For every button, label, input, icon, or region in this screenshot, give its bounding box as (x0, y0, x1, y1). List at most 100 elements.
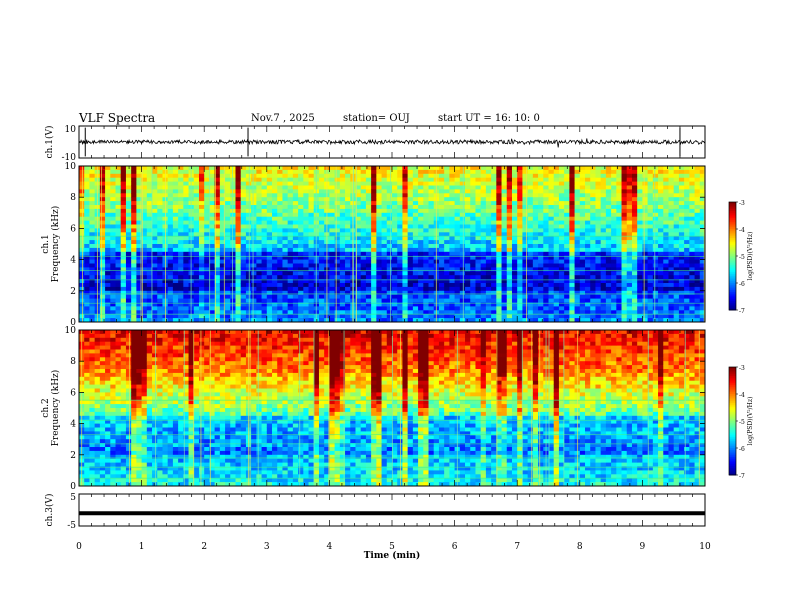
spectrogram-cell (694, 286, 701, 292)
spectrogram-cell (172, 294, 179, 299)
spectrogram-cell (381, 216, 388, 221)
spectrogram-cell (298, 193, 304, 198)
spectrogram-cell (251, 259, 257, 264)
spectrogram-cell (423, 318, 429, 323)
spectrogram-cell (84, 482, 90, 487)
spectrogram-cell (407, 173, 414, 179)
spectrogram-cell (371, 185, 377, 190)
spectrogram-cell (668, 228, 675, 233)
spectrogram-cell (198, 294, 205, 299)
spectrogram-cell (240, 271, 247, 276)
spectrogram-cell (506, 283, 513, 288)
spectrogram-cell (631, 318, 638, 323)
spectrogram-cell (235, 302, 242, 307)
spectrogram-cell (240, 314, 247, 319)
spectrogram-cell (178, 169, 184, 175)
spectrogram-cell (272, 220, 278, 225)
spectrogram-cell (152, 228, 158, 233)
spectrogram-cell (553, 255, 560, 260)
spectrogram-cell (412, 302, 419, 307)
spectrogram-cell (146, 275, 153, 280)
spectrogram-cell (105, 255, 111, 260)
spectrogram-cell (136, 193, 142, 198)
spectrogram-cell (652, 302, 659, 307)
spectrogram-cell (517, 306, 523, 311)
spectrogram-cell (355, 259, 362, 264)
spectrogram-cell (673, 302, 680, 307)
spectrogram-cell (89, 450, 96, 456)
spectrogram-cell (694, 306, 701, 311)
spectrogram-cell (339, 197, 346, 202)
spectrogram-cell (277, 177, 283, 182)
spectrogram-cell (694, 271, 701, 276)
spectrogram-cell (517, 298, 523, 303)
spectrogram-cell (569, 306, 575, 311)
spectrogram-cell (532, 236, 539, 241)
spectrogram-cell (548, 247, 555, 253)
spectrogram-cell (402, 275, 409, 280)
spectrogram-cell (569, 166, 575, 171)
spectrogram-cell (470, 271, 476, 276)
spectrogram-cell (89, 244, 96, 249)
spectrogram-cell (678, 290, 685, 296)
spectrogram-cell (590, 271, 596, 276)
spectrogram-cell (652, 193, 659, 198)
spectrogram-cell (564, 244, 570, 249)
spectrogram-cell (496, 236, 502, 241)
spectrogram-cell (277, 267, 283, 272)
spectrogram-cell (178, 263, 184, 268)
spectrogram-cell (355, 216, 362, 221)
spectrogram-cell (579, 310, 586, 315)
spectrogram-cell (120, 208, 127, 214)
spectrogram-cell (298, 201, 304, 206)
spectrogram-cell (558, 212, 565, 218)
spectrogram-cell (386, 193, 393, 198)
spectrogram-cell (553, 263, 560, 268)
spectrogram-cell (522, 181, 529, 186)
spectrogram-cell (329, 314, 336, 319)
spectrogram-cell (245, 201, 252, 206)
spectrogram-cell (412, 220, 419, 225)
spectrogram-cell (89, 275, 96, 280)
spectrogram-cell (585, 247, 591, 253)
spectrogram-cell (120, 212, 127, 218)
spectrogram-cell (564, 185, 570, 190)
spectrogram-cell (663, 271, 669, 276)
spectrogram-cell (225, 294, 231, 299)
spectrogram-cell (423, 169, 429, 175)
spectrogram-cell (245, 283, 252, 288)
spectrogram-cell (376, 189, 382, 194)
spectrogram-cell (684, 228, 690, 233)
spectrogram-cell (365, 197, 372, 202)
spectrogram-cell (689, 251, 695, 257)
spectrogram-cell (538, 169, 544, 175)
spectrogram-cell (590, 298, 596, 303)
spectrogram-cell (157, 232, 163, 237)
spectrogram-cell (423, 216, 429, 221)
spectrogram-cell (564, 205, 570, 210)
spectrogram-cell (538, 283, 544, 288)
spectrogram-cell (684, 240, 690, 245)
spectrogram-cell (517, 263, 523, 268)
spectrogram-cell (699, 240, 706, 245)
spectrogram-cell (663, 232, 669, 237)
spectrogram-cell (146, 259, 153, 264)
spectrogram-cell (428, 286, 435, 292)
spectrogram-cell (84, 392, 90, 397)
spectrogram-cell (193, 255, 200, 260)
spectrogram-cell (172, 306, 179, 311)
spectrogram-cell (120, 244, 127, 249)
spectrogram-cell (647, 205, 654, 210)
spectrogram-cell (235, 232, 242, 237)
spectrogram-cell (251, 189, 257, 194)
spectrogram-cell (360, 302, 367, 307)
spectrogram-cell (251, 294, 257, 299)
spectrogram-cell (611, 181, 617, 186)
spectrogram-cell (376, 173, 382, 179)
spectrogram-cell (272, 306, 278, 311)
spectrogram-cell (694, 279, 701, 284)
spectrogram-cell (611, 193, 617, 198)
spectrogram-cell (678, 259, 685, 264)
spectrogram-cell (355, 306, 362, 311)
spectrogram-cell (298, 294, 304, 299)
